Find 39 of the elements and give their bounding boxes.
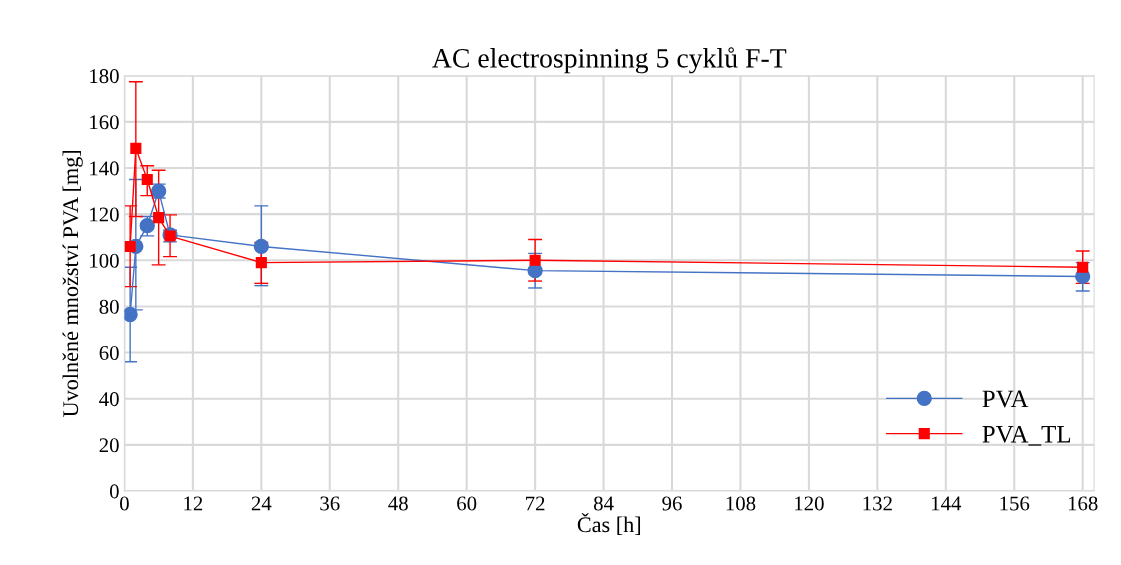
y-tick-label: 140	[90, 161, 119, 176]
x-tick-label: 84	[593, 496, 614, 511]
x-tick-label: 132	[863, 496, 892, 511]
legend-label: PVA_TL	[982, 425, 1071, 446]
x-tick-label: 108	[726, 496, 756, 511]
y-axis-title: Uvolněné množství PVA [mg]	[62, 150, 83, 417]
x-tick-label: 12	[184, 496, 203, 511]
x-tick-label: 156	[1000, 496, 1030, 511]
point	[153, 212, 165, 224]
x-tick-label: 24	[251, 496, 272, 511]
x-tick-label: 96	[662, 496, 682, 511]
y-tick-label: 40	[99, 392, 119, 407]
y-tick-label: 100	[90, 253, 119, 268]
chart-title: AC electrospinning 5 cyklů F-T	[432, 47, 787, 74]
x-tick-label: 72	[526, 496, 545, 511]
point	[141, 173, 153, 186]
point	[255, 257, 267, 269]
x-axis-title: Čas [h]	[577, 512, 641, 535]
x-tick-label: 60	[457, 496, 477, 511]
y-tick-label: 0	[109, 484, 119, 499]
point	[130, 142, 142, 154]
x-tick-label: 48	[388, 496, 408, 511]
x-tick-label: 144	[932, 496, 962, 511]
y-tick-label: 180	[90, 69, 119, 84]
point	[1077, 261, 1089, 273]
point	[253, 238, 269, 255]
y-tick-label: 120	[90, 207, 119, 222]
x-tick-label: 168	[1068, 496, 1098, 511]
point	[529, 254, 541, 266]
legend-label: PVA	[982, 390, 1029, 408]
y-tick-label: 20	[99, 438, 119, 453]
y-tick-label: 80	[99, 299, 119, 314]
y-tick-label: 60	[99, 345, 119, 360]
x-tick-label: 36	[320, 496, 340, 511]
y-tick-label: 160	[90, 115, 119, 130]
point	[124, 306, 138, 323]
point	[124, 240, 136, 252]
x-tick-label: 120	[795, 496, 824, 511]
x-tick-label: 0	[120, 496, 129, 511]
